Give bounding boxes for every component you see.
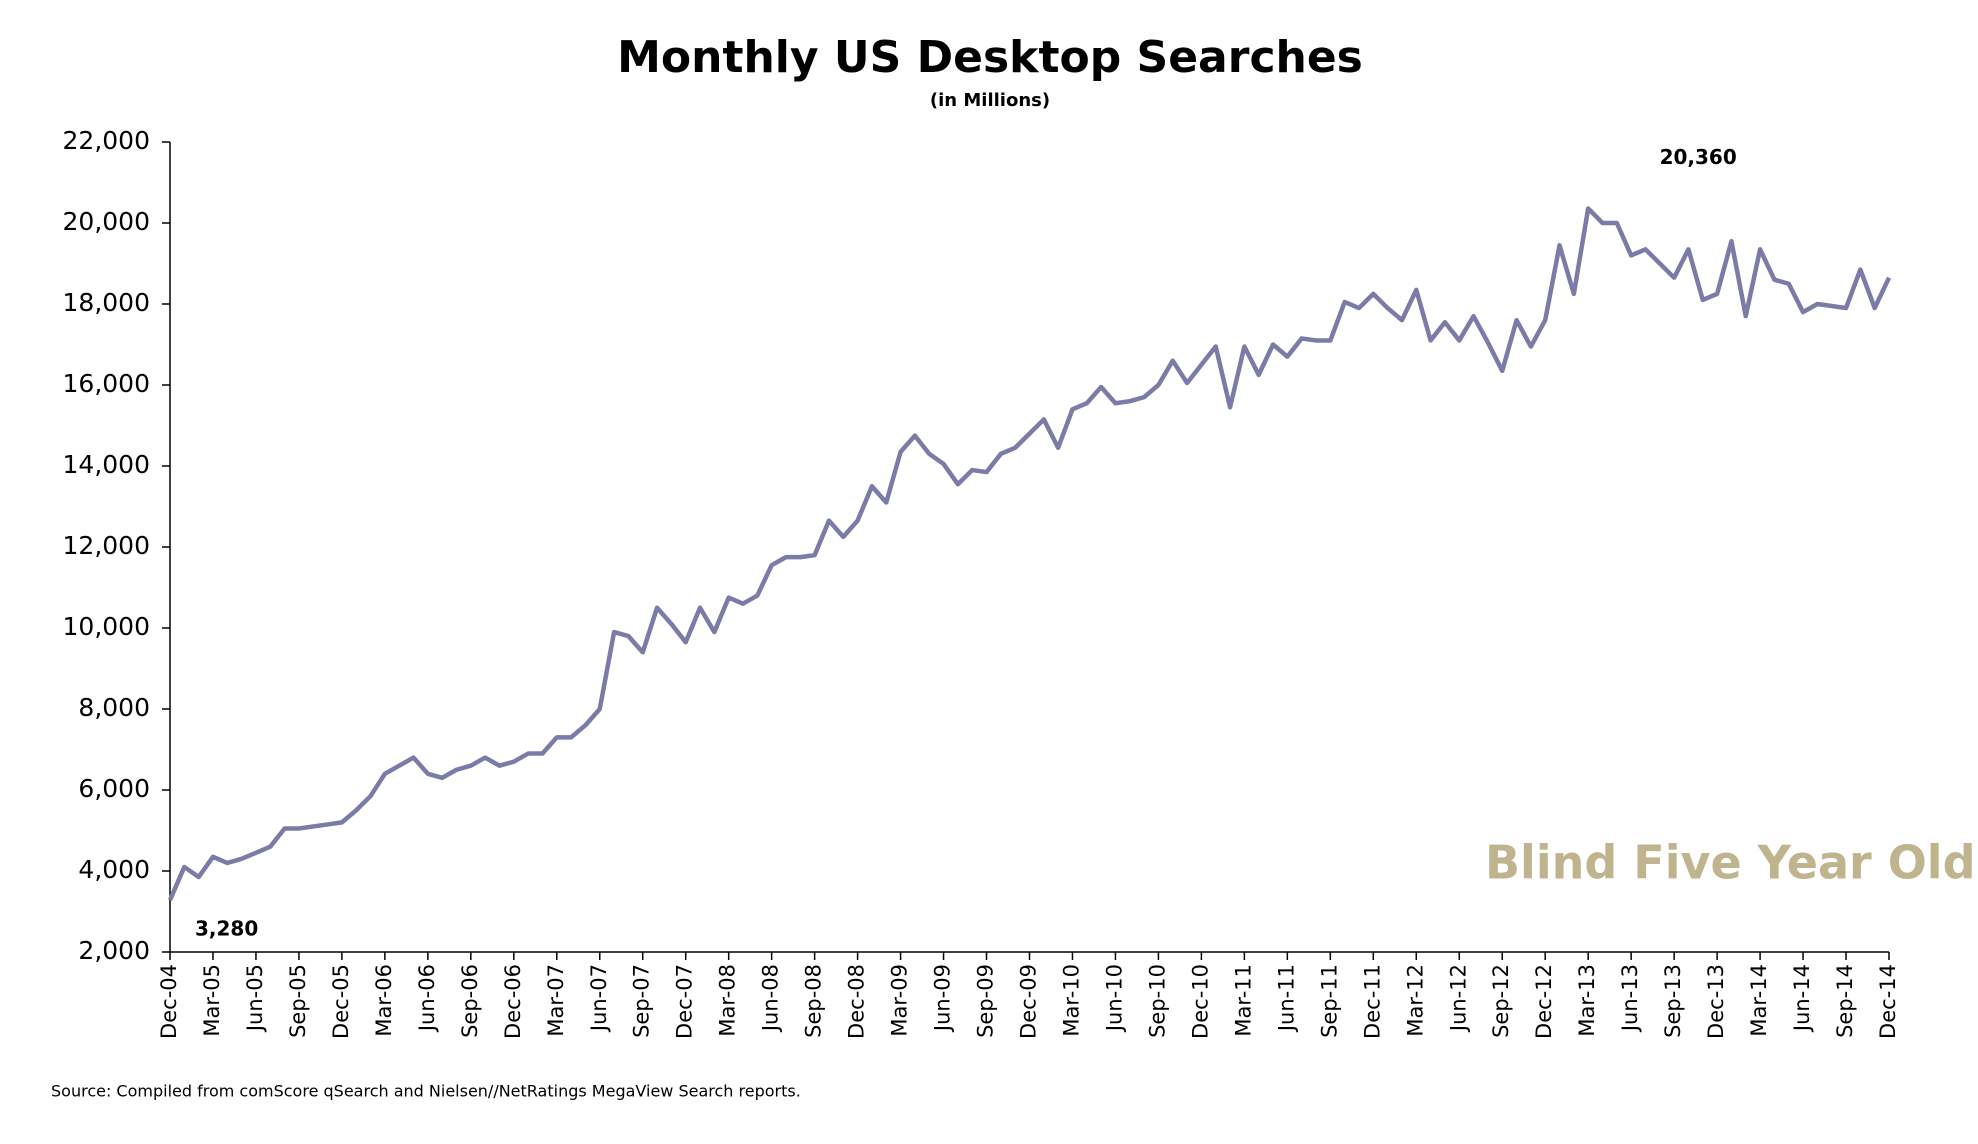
x-tick-label: Jun-14 <box>1790 964 1814 1033</box>
x-tick-label: Sep-05 <box>286 964 310 1038</box>
data-line <box>167 206 1892 902</box>
chart-subtitle: (in Millions) <box>930 90 1050 111</box>
x-tick-label: Mar-14 <box>1747 964 1771 1037</box>
y-tick-label: 14,000 <box>63 450 150 479</box>
x-tick-label: Mar-13 <box>1575 964 1599 1037</box>
x-tick-label: Jun-08 <box>759 964 783 1033</box>
y-tick-label: 20,000 <box>63 207 150 236</box>
x-tick-label: Sep-11 <box>1317 964 1341 1038</box>
x-tick-label: Dec-10 <box>1188 964 1212 1039</box>
x-tick-label: Jun-11 <box>1274 964 1298 1033</box>
y-tick-label: 12,000 <box>63 531 150 560</box>
x-tick-label: Mar-10 <box>1059 964 1083 1037</box>
x-tick-label: Dec-12 <box>1532 964 1556 1039</box>
x-tick-label: Jun-10 <box>1102 964 1126 1033</box>
x-tick-label: Jun-06 <box>415 964 439 1033</box>
x-tick-label: Dec-11 <box>1360 964 1384 1039</box>
x-tick-label: Jun-13 <box>1618 964 1642 1033</box>
x-tick-label: Mar-11 <box>1231 964 1255 1037</box>
x-tick-label: Sep-06 <box>458 964 482 1038</box>
y-tick-label: 22,000 <box>63 126 150 155</box>
x-tick-label: Dec-06 <box>501 964 525 1039</box>
x-tick-label: Mar-07 <box>544 964 568 1037</box>
y-tick-label: 2,000 <box>78 936 150 965</box>
y-tick-label: 10,000 <box>63 612 150 641</box>
watermark: Blind Five Year Old <box>1485 836 1976 890</box>
x-tick-label: Dec-05 <box>329 964 353 1039</box>
data-label: 3,280 <box>195 917 258 941</box>
x-tick-label: Jun-12 <box>1446 964 1470 1033</box>
data-label: 20,360 <box>1660 145 1737 169</box>
x-tick-label: Mar-06 <box>372 964 396 1037</box>
x-tick-label: Jun-05 <box>243 964 267 1033</box>
x-tick-label: Dec-09 <box>1017 964 1041 1039</box>
x-tick-label: Mar-05 <box>200 964 224 1037</box>
x-tick-label: Sep-13 <box>1661 964 1685 1038</box>
x-tick-label: Jun-09 <box>931 964 955 1033</box>
source-note: Source: Compiled from comScore qSearch a… <box>51 1082 801 1101</box>
x-tick-label: Dec-04 <box>157 964 181 1039</box>
y-tick-label: 16,000 <box>63 369 150 398</box>
x-tick-label: Sep-07 <box>630 964 654 1038</box>
x-tick-label: Sep-10 <box>1145 964 1169 1038</box>
x-tick-label: Dec-14 <box>1876 964 1900 1039</box>
chart-title: Monthly US Desktop Searches <box>617 32 1363 83</box>
x-tick-label: Mar-08 <box>716 964 740 1037</box>
x-tick-label: Mar-09 <box>888 964 912 1037</box>
y-tick-label: 6,000 <box>78 774 150 803</box>
x-tick-label: Dec-13 <box>1704 964 1728 1039</box>
x-tick-label: Mar-12 <box>1403 964 1427 1037</box>
x-tick-label: Jun-07 <box>587 964 611 1033</box>
x-tick-label: Sep-08 <box>802 964 826 1038</box>
y-tick-label: 18,000 <box>63 288 150 317</box>
x-tick-label: Dec-08 <box>845 964 869 1039</box>
y-tick-label: 8,000 <box>78 693 150 722</box>
x-tick-label: Sep-12 <box>1489 964 1513 1038</box>
y-tick-label: 4,000 <box>78 855 150 884</box>
x-tick-label: Sep-09 <box>974 964 998 1038</box>
x-tick-label: Sep-14 <box>1833 964 1857 1038</box>
x-tick-label: Dec-07 <box>673 964 697 1039</box>
